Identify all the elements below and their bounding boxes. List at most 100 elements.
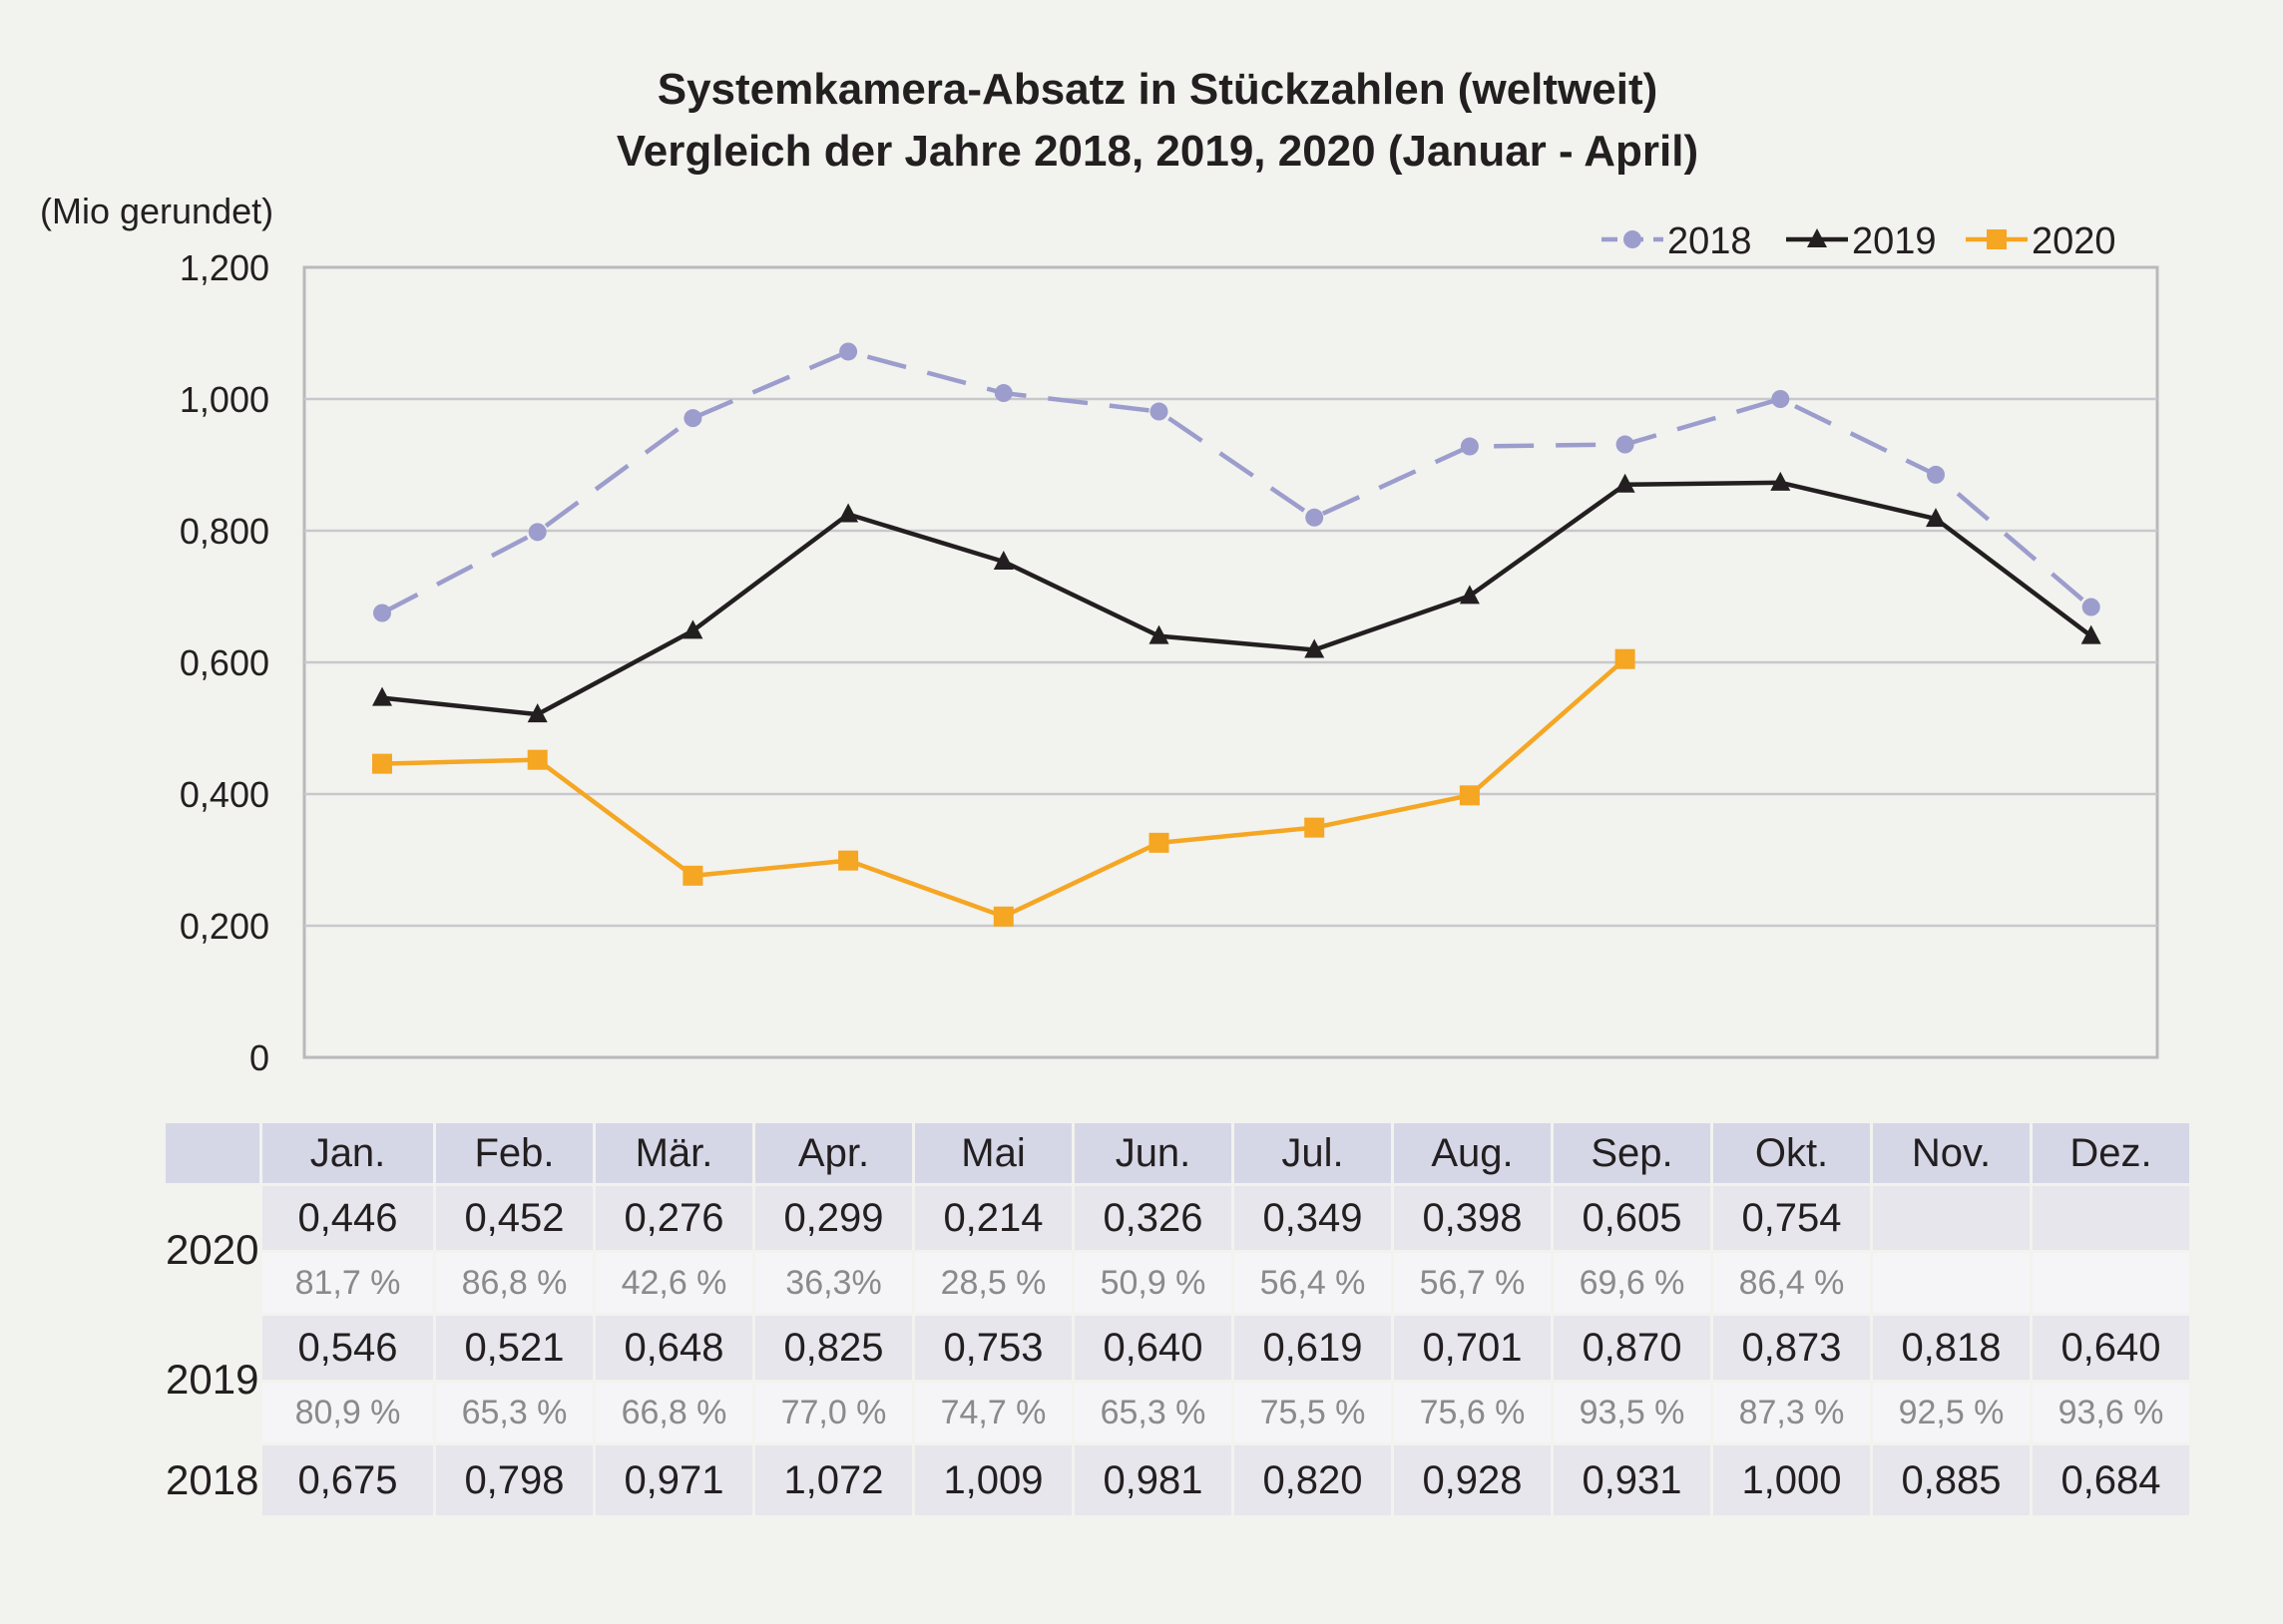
chart-title: Systemkamera-Absatz in Stückzahlen (welt…	[658, 65, 1658, 114]
value-cell: 0,326	[1075, 1186, 1231, 1250]
data-point-2018	[1460, 437, 1479, 456]
percent-cell: 65,3 %	[1075, 1383, 1231, 1442]
data-point-2019	[372, 686, 392, 706]
month-header: Jul.	[1234, 1123, 1391, 1183]
table-corner	[166, 1123, 259, 1183]
data-point-2018	[2081, 598, 2100, 616]
value-cell: 0,521	[436, 1316, 593, 1380]
chart-subtitle: Vergleich der Jahre 2018, 2019, 2020 (Ja…	[617, 127, 1698, 176]
year-label-2019: 2019	[166, 1316, 259, 1442]
percent-cell	[2033, 1253, 2189, 1313]
value-cell: 0,818	[1873, 1316, 2030, 1380]
percent-cell: 28,5 %	[915, 1253, 1072, 1313]
percent-cell: 86,8 %	[436, 1253, 593, 1313]
month-header: Nov.	[1873, 1123, 2030, 1183]
data-point-2019	[838, 503, 859, 523]
data-point-2019	[1926, 508, 1946, 528]
percent-cell: 93,6 %	[2033, 1383, 2189, 1442]
value-cell: 0,798	[436, 1445, 593, 1515]
series-2018	[373, 342, 2100, 622]
percent-cell: 77,0 %	[755, 1383, 912, 1442]
data-point-2018	[839, 342, 858, 361]
data-point-2019	[1459, 585, 1480, 605]
data-point-2019	[1148, 624, 1169, 644]
month-header: Okt.	[1713, 1123, 1870, 1183]
percent-cell: 65,3 %	[436, 1383, 593, 1442]
data-point-2019	[993, 551, 1014, 571]
value-cell: 0,640	[1075, 1316, 1231, 1380]
value-cell: 0,981	[1075, 1445, 1231, 1515]
data-point-2018	[1305, 508, 1324, 527]
y-tick-label: 0	[249, 1037, 269, 1078]
value-cell: 0,870	[1554, 1316, 1710, 1380]
data-point-2020	[1148, 832, 1169, 853]
legend: 2018 2019 2020	[1601, 220, 2116, 262]
data-point-2018	[1615, 435, 1634, 454]
value-cell: 0,299	[755, 1186, 912, 1250]
percent-cell: 36,3%	[755, 1253, 912, 1313]
year-label-2020: 2020	[166, 1186, 259, 1313]
data-point-2020	[1614, 648, 1635, 669]
month-header: Mär.	[596, 1123, 752, 1183]
data-point-2018	[1771, 390, 1790, 408]
percent-cell: 92,5 %	[1873, 1383, 2030, 1442]
value-cell: 0,605	[1554, 1186, 1710, 1250]
data-point-2018	[373, 604, 391, 622]
month-header: Feb.	[436, 1123, 593, 1183]
legend-label-2018: 2018	[1667, 220, 1752, 262]
gridlines	[304, 397, 2157, 928]
value-cell: 0,276	[596, 1186, 752, 1250]
data-point-2020	[1987, 229, 2007, 249]
data-point-2020	[372, 753, 392, 774]
value-cell: 0,640	[2033, 1316, 2189, 1380]
data-point-2019	[683, 619, 703, 639]
value-cell: 0,971	[596, 1445, 752, 1515]
data-table: Jan. Feb. Mär. Apr. Mai Jun. Jul. Aug. S…	[163, 1120, 2192, 1518]
percent-cell: 87,3 %	[1713, 1383, 1870, 1442]
value-cell	[1873, 1186, 2030, 1250]
data-point-2018	[1149, 402, 1168, 421]
month-header: Jun.	[1075, 1123, 1231, 1183]
percent-cell: 69,6 %	[1554, 1253, 1710, 1313]
value-cell: 0,675	[262, 1445, 433, 1515]
value-cell: 0,885	[1873, 1445, 2030, 1515]
value-cell: 1,072	[755, 1445, 912, 1515]
percent-cell: 80,9 %	[262, 1383, 433, 1442]
month-header: Sep.	[1554, 1123, 1710, 1183]
series-line-2018	[380, 349, 2093, 615]
value-cell: 0,873	[1713, 1316, 1870, 1380]
value-cell: 0,648	[596, 1316, 752, 1380]
y-axis-label: (Mio gerundet)	[40, 191, 273, 231]
month-header: Jan.	[262, 1123, 433, 1183]
data-point-2018	[684, 409, 702, 428]
percent-cell	[1873, 1253, 2030, 1313]
month-header: Aug.	[1394, 1123, 1551, 1183]
value-cell: 0,446	[262, 1186, 433, 1250]
percent-cell: 74,7 %	[915, 1383, 1072, 1442]
y-tick-label: 0,200	[180, 906, 269, 947]
data-point-2019	[527, 703, 548, 723]
value-cell: 1,000	[1713, 1445, 1870, 1515]
y-tick-label: 0,400	[180, 774, 269, 815]
data-point-2019	[1770, 471, 1791, 491]
series-2020	[372, 648, 1635, 927]
data-point-2019	[1807, 228, 1827, 247]
series-layer	[372, 342, 2101, 927]
data-point-2019	[1614, 473, 1635, 493]
value-cell: 0,684	[2033, 1445, 2189, 1515]
data-point-2020	[1304, 817, 1325, 838]
data-point-2018	[528, 523, 547, 542]
y-axis: 0 0,200 0,400 0,600 0,800 1,000 1,200	[180, 247, 269, 1078]
value-cell: 1,009	[915, 1445, 1072, 1515]
percent-cell: 93,5 %	[1554, 1383, 1710, 1442]
data-point-2018	[1927, 465, 1945, 484]
year-label-2018: 2018	[166, 1445, 259, 1515]
value-cell: 0,931	[1554, 1445, 1710, 1515]
table-row-2020-values: 2020 0,446 0,452 0,276 0,299 0,214 0,326…	[166, 1186, 2189, 1313]
value-cell: 0,398	[1394, 1186, 1551, 1250]
legend-label-2019: 2019	[1852, 220, 1937, 262]
table-row-2018-values: 2018 0,675 0,798 0,971 1,072 1,009 0,981…	[166, 1445, 2189, 1515]
percent-cell: 56,7 %	[1394, 1253, 1551, 1313]
y-tick-label: 1,200	[180, 247, 269, 288]
percent-cell: 81,7 %	[262, 1253, 433, 1313]
